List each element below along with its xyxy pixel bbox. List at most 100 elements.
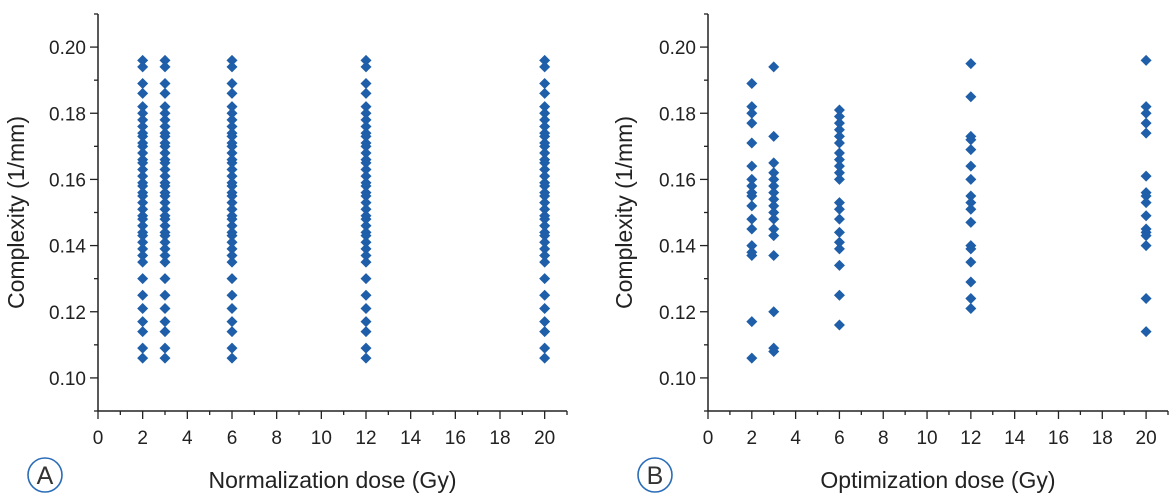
panel-a-y-axis-label: Complexity (1/mm) [3,116,29,309]
panel-b-data-point [1140,107,1152,119]
panel-b-data-point [965,197,977,209]
panel-a-x-tick-label: 16 [445,428,466,449]
panel-a-data-point [539,140,551,152]
panel-b-data-point [746,107,758,119]
panel-a-data-point [360,342,372,354]
panel-a-data-point [360,180,372,192]
panel-a-data-point [159,107,171,119]
panel-a-data-point [159,170,171,182]
panel-a-data-point [137,157,149,169]
panel-a-data-point [159,163,171,175]
panel-a-data-point [159,243,171,255]
panel-a-data-point [137,163,149,175]
panel-a-data-point [159,140,171,152]
panel-a-x-tick-label: 10 [311,428,332,449]
panel-b-x-tick-label: 16 [1048,428,1069,449]
panel-b-data-point [965,302,977,314]
panel-b-data-point [833,289,845,301]
panel-b-data-point [768,180,780,192]
panel-b-x-tick-label: 10 [916,428,937,449]
panel-a-x-tick-label: 20 [534,428,555,449]
panel-a-data-point [539,250,551,262]
panel-a-y-tick-label: 0.12 [49,303,86,324]
panel-a-data-point [360,101,372,113]
panel-a-data-point [360,220,372,232]
panel-b-data-point [1140,230,1152,242]
panel-b-data-point [746,316,758,328]
panel-b-data-point [833,104,845,116]
panel-a-data-point [159,180,171,192]
panel-b-data-point [833,167,845,179]
panel-b-data-point [768,207,780,218]
panel-a-data-point [137,140,149,152]
panel-b-data-point [833,137,845,149]
panel-a-y-tick-label: 0.10 [49,369,86,390]
panel-a-data-point [226,77,238,89]
panel-a-data-point [539,180,551,192]
panel-b-y-tick-label: 0.18 [659,104,696,125]
panel-b-data-point [1140,240,1152,252]
panel-a-data-point [159,114,171,126]
panel-a-data-point [159,213,171,225]
panel-a-data-point [360,54,372,66]
panel-a-data-point [137,61,149,73]
panel-a-data-point [159,250,171,262]
panel-a-data-point [539,197,551,209]
panel-a-data-point [360,316,372,328]
panel-b-y-tick-label: 0.12 [659,303,696,324]
panel-a-data-point [360,256,372,268]
panel-b-data-point [746,117,758,129]
panel-a-data-point [360,273,372,285]
panel-a-data-point [226,302,238,314]
panel-a-data-point [360,170,372,182]
panel-b-data-point [1140,293,1152,305]
panel-a-y-tick-label: 0.14 [49,237,86,258]
panel-b-data-point [768,130,780,142]
panel-a-data-point [360,302,372,314]
panel-b-data-point [1140,101,1152,113]
panel-a-x-tick-label: 18 [489,428,510,449]
panel-a-x-tick-label: 0 [93,428,104,449]
panel-a-data-point [360,203,372,215]
panel-b-label-circle [637,457,673,493]
panel-b-data-point [965,91,977,103]
panel-b-data-point [833,213,845,225]
panel-a-x-tick-label: 12 [355,428,376,449]
panel-b-data-point [746,352,758,364]
panel-b-data-point [833,111,845,123]
panel-a-data-point [137,352,149,364]
panel-b-data-point [833,319,845,331]
panel-a-data-point [226,147,238,159]
panel-a-data-point [539,61,551,73]
panel-a-data-point [539,326,551,338]
panel-b-data-point [768,200,780,212]
panel-b-data-point [833,203,845,215]
panel-a-data-point [137,101,149,113]
panel-a-data-point [159,197,171,209]
panel-b-data-point [833,243,845,255]
panel-b-data-point [833,173,845,185]
panel-a-data-point [226,326,238,338]
panel-a-data-point [360,140,372,152]
panel-b-data-point [965,203,977,215]
panel-a-data-point [159,316,171,328]
panel-a-data-point [539,190,551,202]
panel-a-data-point [360,243,372,255]
panel-b-x-tick-label: 14 [1004,428,1026,449]
panel-a-data-point [159,120,171,132]
panel-a-data-point [539,101,551,113]
panel-a-x-tick-label: 4 [182,428,193,449]
panel-b-data-point [965,144,977,156]
panel-a-data-point [539,163,551,175]
panel-a-data-point [137,342,149,354]
panel-a-data-point [360,197,372,209]
panel-a-data-point [137,107,149,119]
panel-a-data-point [159,130,171,142]
panel-a-data-point [539,256,551,268]
panel-a-data-point [137,302,149,314]
panel-a-data-point [159,101,171,113]
panel-b-data-point [965,190,977,202]
panel-a-data-point [360,130,372,142]
panel-a-data-point [137,213,149,225]
panel-b-data-point [833,154,845,166]
